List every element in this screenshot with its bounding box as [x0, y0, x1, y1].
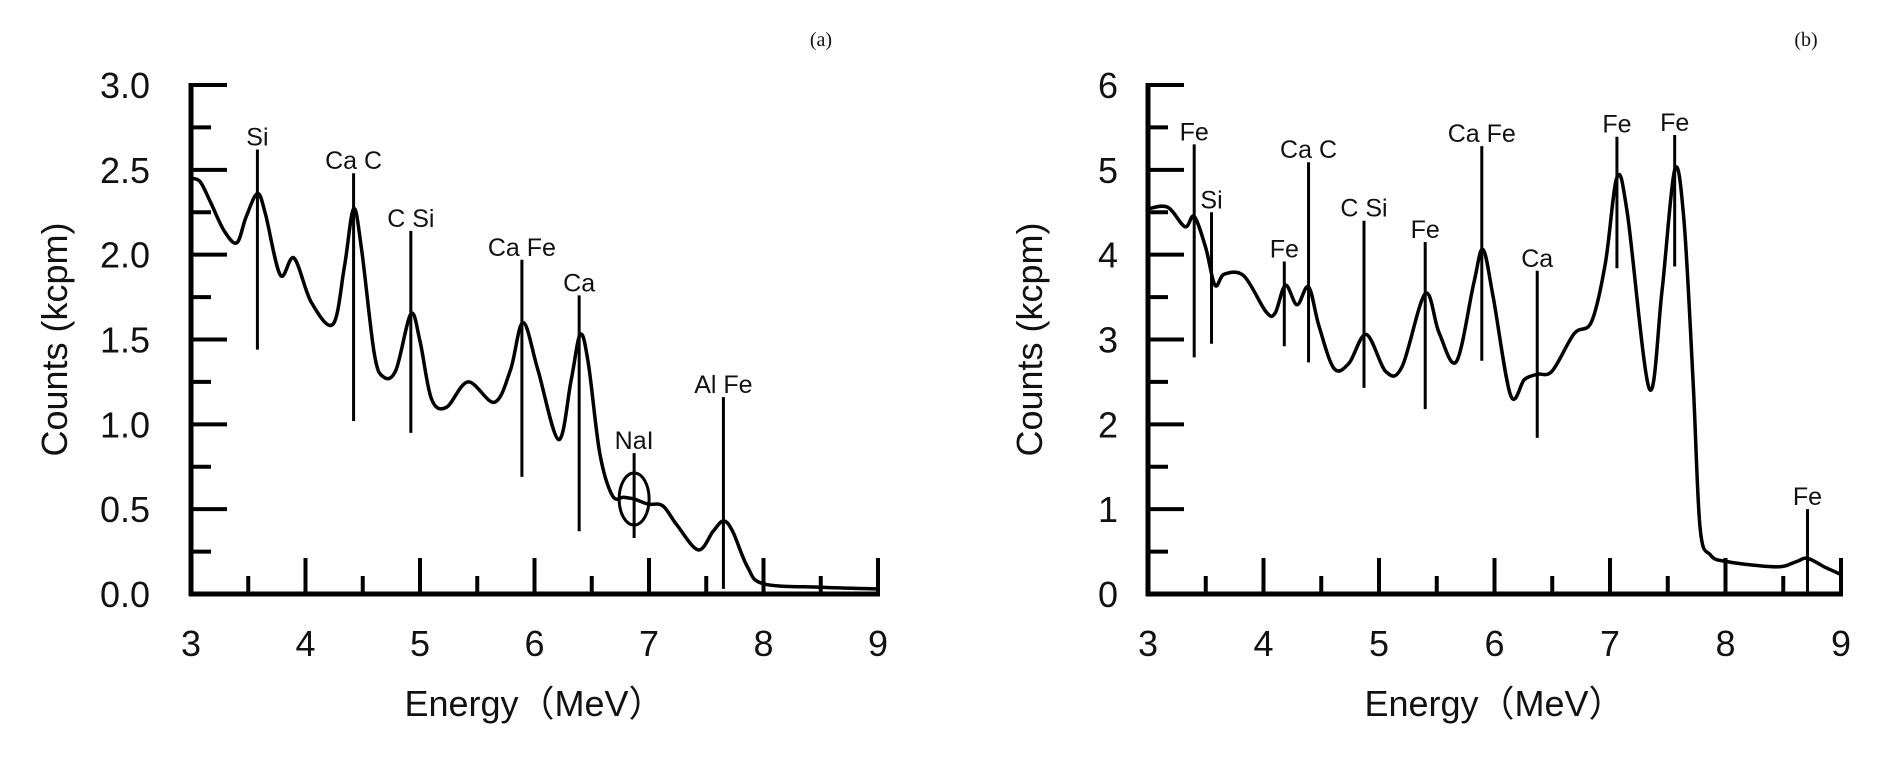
- x-tick-label: 8: [753, 623, 773, 664]
- peak-label: Si: [1200, 186, 1222, 214]
- peak-circle-marker: [617, 471, 651, 527]
- x-tick-label: 8: [1715, 623, 1735, 664]
- peak-label: Fe: [1602, 111, 1631, 139]
- y-tick-label: 2.0: [100, 235, 150, 276]
- y-tick-label: 2.5: [100, 150, 150, 191]
- peak-label: Fe: [1270, 235, 1299, 263]
- peak-label: Fe: [1660, 109, 1689, 137]
- peak-label: Ca C: [325, 147, 382, 175]
- peak-label: Fe: [1793, 483, 1822, 511]
- peak-label: Ca: [1521, 245, 1553, 273]
- x-tick-label: 3: [181, 623, 201, 664]
- peak-label: Si: [246, 123, 268, 151]
- y-tick-label: 0.5: [100, 489, 150, 530]
- panel-label: (a): [810, 29, 832, 51]
- y-tick-label: 0: [1098, 574, 1118, 615]
- peak-label: Ca C: [1280, 136, 1337, 164]
- chart-panel-b: 0 1 2 3 4 5 6 3 4 5 6 7 8 9 Energy（MeV） Counts (kcpm) (b…: [1009, 29, 1851, 724]
- x-tick-label: 9: [868, 623, 888, 664]
- peak-label: NaI: [615, 427, 654, 455]
- x-tick-label: 4: [295, 623, 315, 664]
- x-axis-title: Energy（MeV）: [1364, 683, 1624, 724]
- x-tick-label: 7: [639, 623, 659, 664]
- spectrum-line: [1147, 165, 1842, 577]
- peak-label: Ca: [563, 269, 595, 297]
- chart-panel-a: 0.0 0.5 1.0 1.5 2.0 2.5 3.0 3 4 5 6 7 8 9 Energy（MeV） C…: [34, 29, 888, 724]
- y-axis-title: Counts (kcpm): [1009, 222, 1050, 456]
- x-tick-label: 7: [1600, 623, 1620, 664]
- spectrum-line: [190, 176, 879, 591]
- y-tick-label: 1.5: [100, 320, 150, 361]
- x-tick-label: 5: [1369, 623, 1389, 664]
- peak-label: Fe: [1411, 216, 1440, 244]
- x-tick-label: 9: [1831, 623, 1851, 664]
- y-tick-label: 5: [1098, 150, 1118, 191]
- peak-label: Ca Fe: [488, 234, 556, 262]
- x-axis-title: Energy（MeV）: [404, 683, 664, 724]
- panel-label: (b): [1794, 29, 1817, 51]
- x-tick-label: 4: [1253, 623, 1273, 664]
- y-tick-label: 6: [1098, 65, 1118, 106]
- peak-label: C Si: [387, 205, 434, 233]
- y-tick-label: 2: [1098, 404, 1118, 445]
- y-tick-label: 0.0: [100, 574, 150, 615]
- y-axis-title: Counts (kcpm): [34, 222, 75, 456]
- peak-label: C Si: [1340, 195, 1387, 223]
- y-tick-label: 1: [1098, 489, 1118, 530]
- x-tick-label: 6: [524, 623, 544, 664]
- x-tick-label: 5: [410, 623, 430, 664]
- y-tick-label: 3: [1098, 320, 1118, 361]
- peak-label: Ca Fe: [1448, 120, 1516, 148]
- y-tick-label: 4: [1098, 235, 1118, 276]
- y-tick-label: 1.0: [100, 404, 150, 445]
- peak-label: Al Fe: [694, 371, 752, 399]
- y-tick-label: 3.0: [100, 65, 150, 106]
- peak-label: Fe: [1180, 118, 1209, 146]
- x-tick-label: 3: [1138, 623, 1158, 664]
- x-tick-label: 6: [1484, 623, 1504, 664]
